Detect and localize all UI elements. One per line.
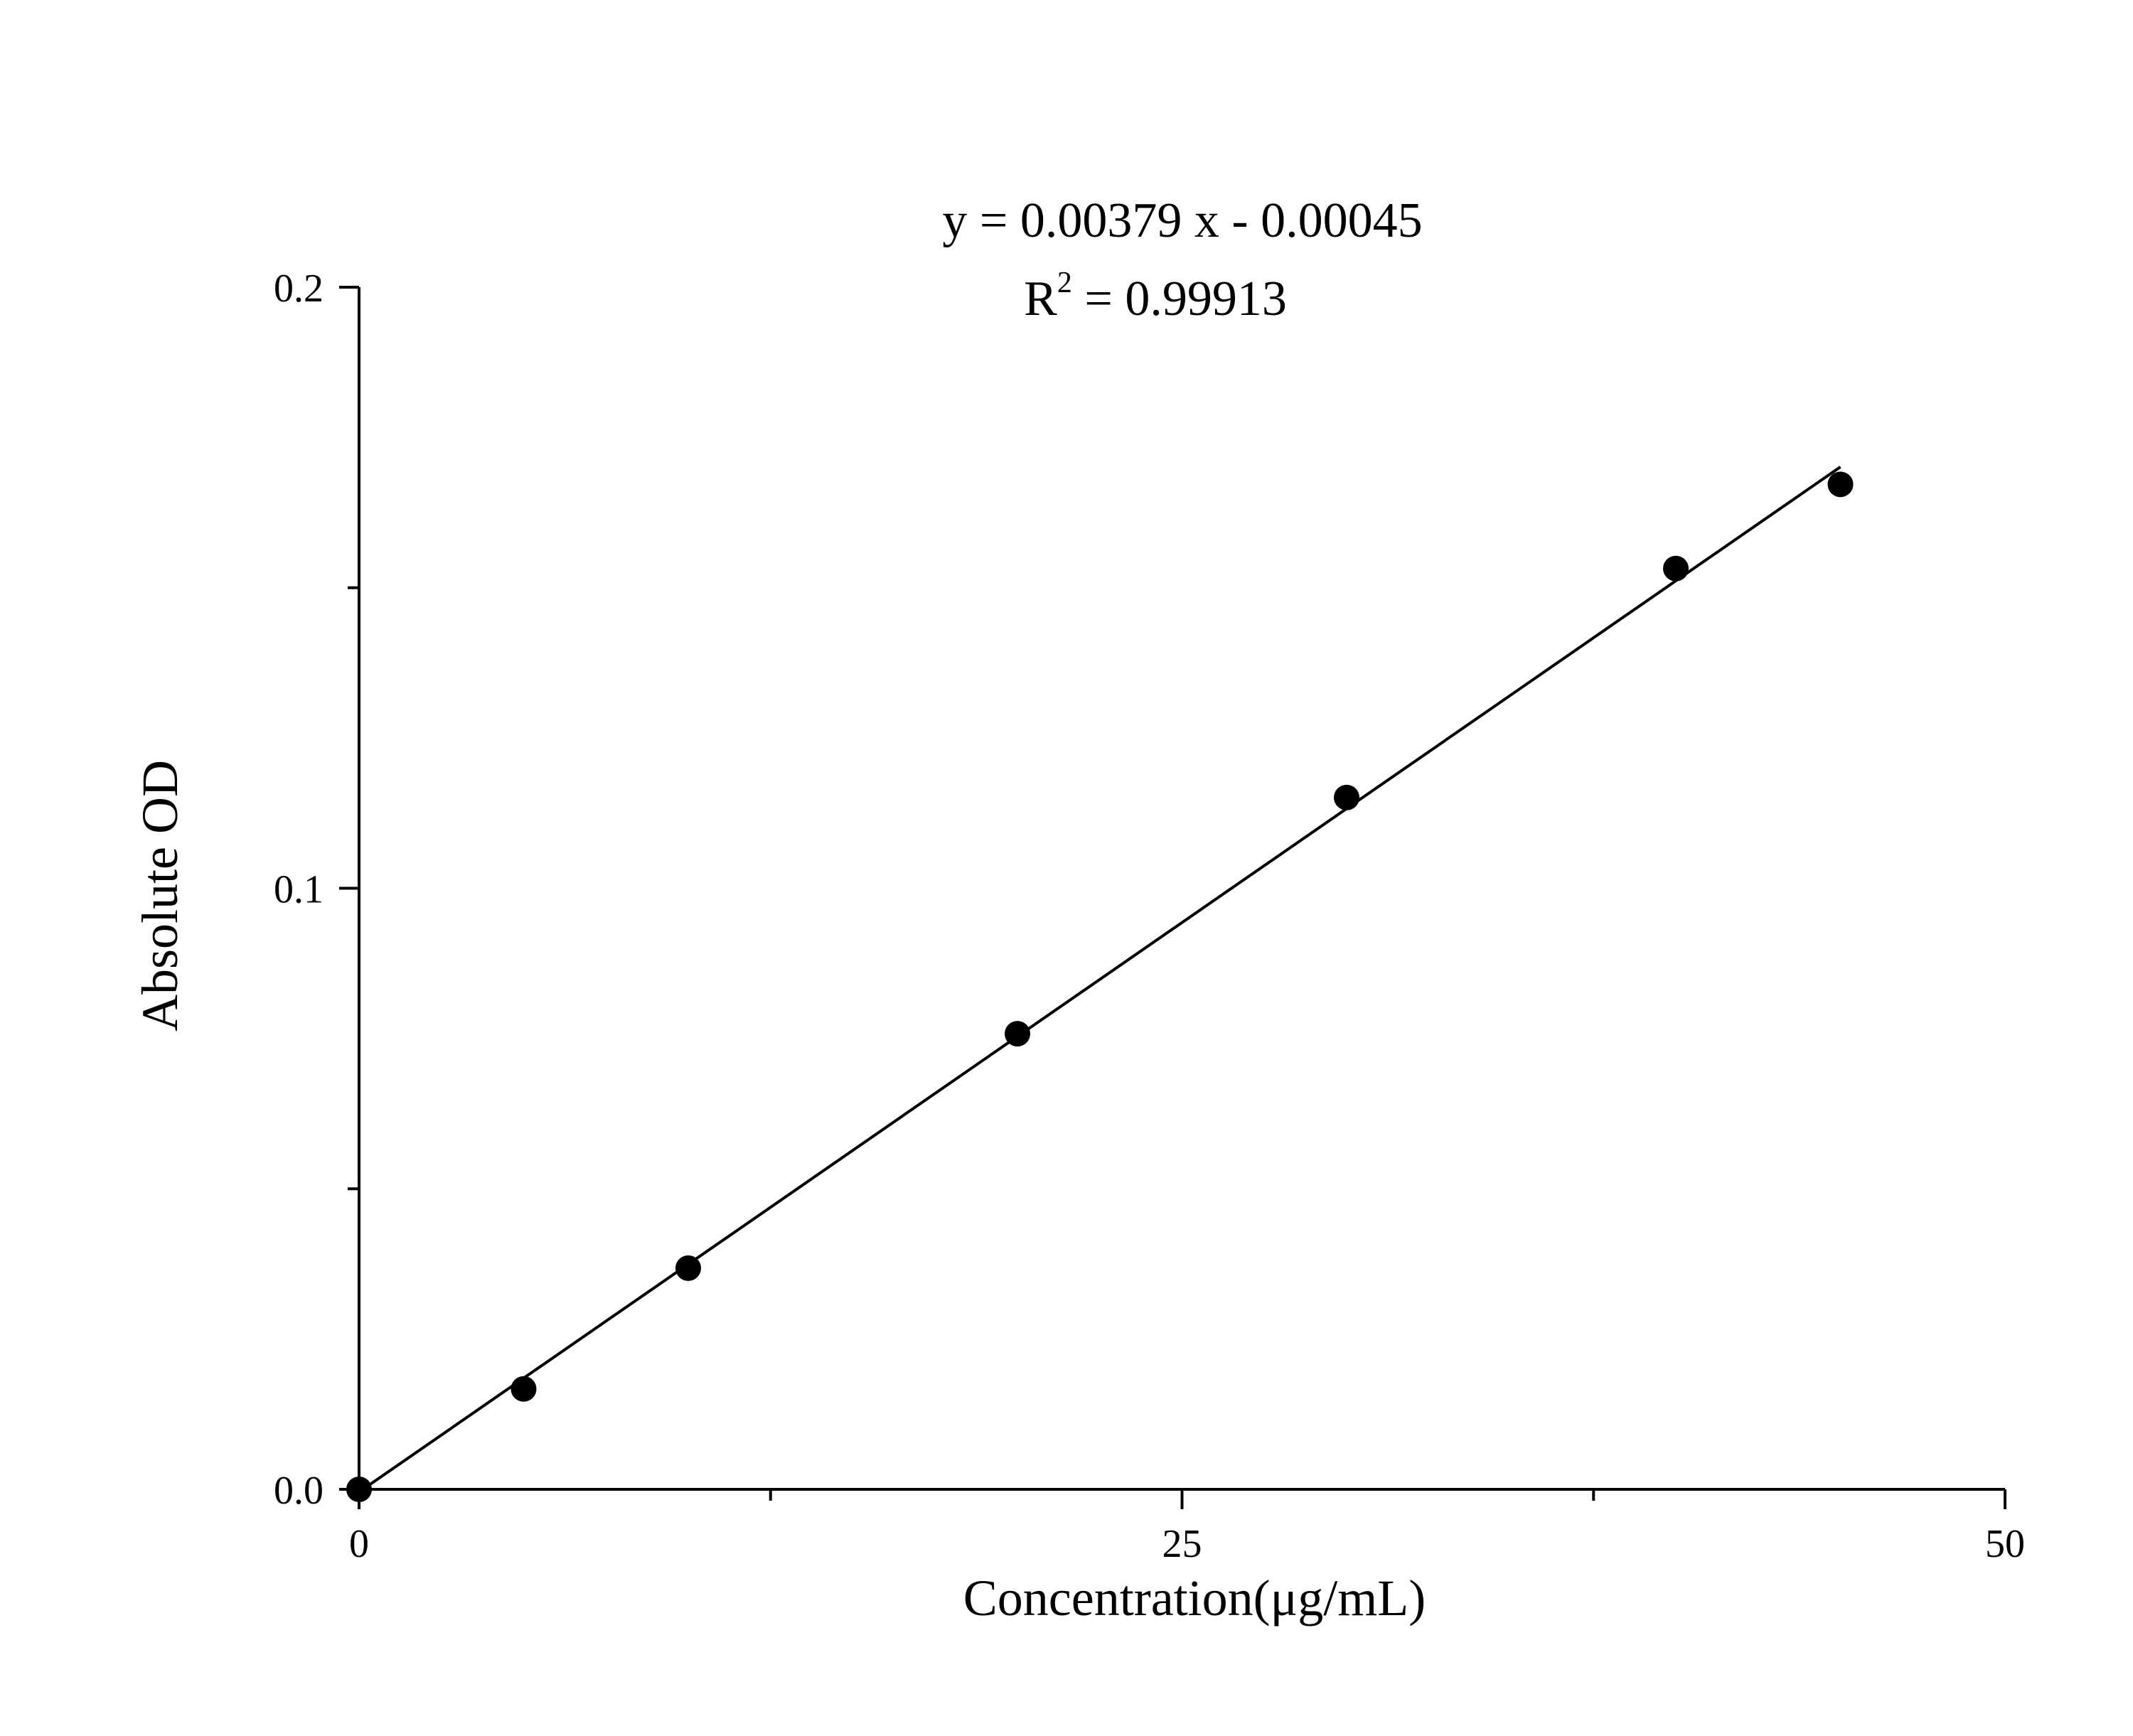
data-point (510, 1376, 537, 1402)
r-squared: R2 = 0.99913 (1024, 267, 1287, 326)
x-tick-label: 25 (1162, 1522, 1202, 1566)
fit-equation: y = 0.00379 x - 0.00045 (942, 193, 1422, 248)
data-points (346, 471, 1854, 1502)
x-tick-label: 0 (349, 1522, 369, 1566)
data-point (1827, 471, 1854, 498)
r-squared-superscript: 2 (1057, 267, 1072, 299)
y-tick-label: 0.0 (274, 1469, 324, 1513)
data-point (1334, 784, 1359, 810)
data-point (1005, 1021, 1030, 1047)
data-point (346, 1477, 372, 1502)
fit-line (358, 466, 1841, 1494)
x-tick-label: 50 (1985, 1522, 2025, 1566)
data-point (1663, 555, 1689, 582)
tick-labels: 0 25 50 0.0 0.1 0.2 (274, 267, 2025, 1566)
r-squared-value: = 0.99913 (1072, 272, 1287, 326)
y-axis-title: Absolute OD (132, 760, 188, 1032)
r-squared-prefix: R (1024, 272, 1057, 326)
data-point (675, 1255, 701, 1281)
y-tick-label: 0.2 (274, 267, 324, 311)
y-tick-label: 0.1 (274, 868, 324, 912)
x-axis-title: Concentration(μg/mL) (963, 1570, 1426, 1627)
